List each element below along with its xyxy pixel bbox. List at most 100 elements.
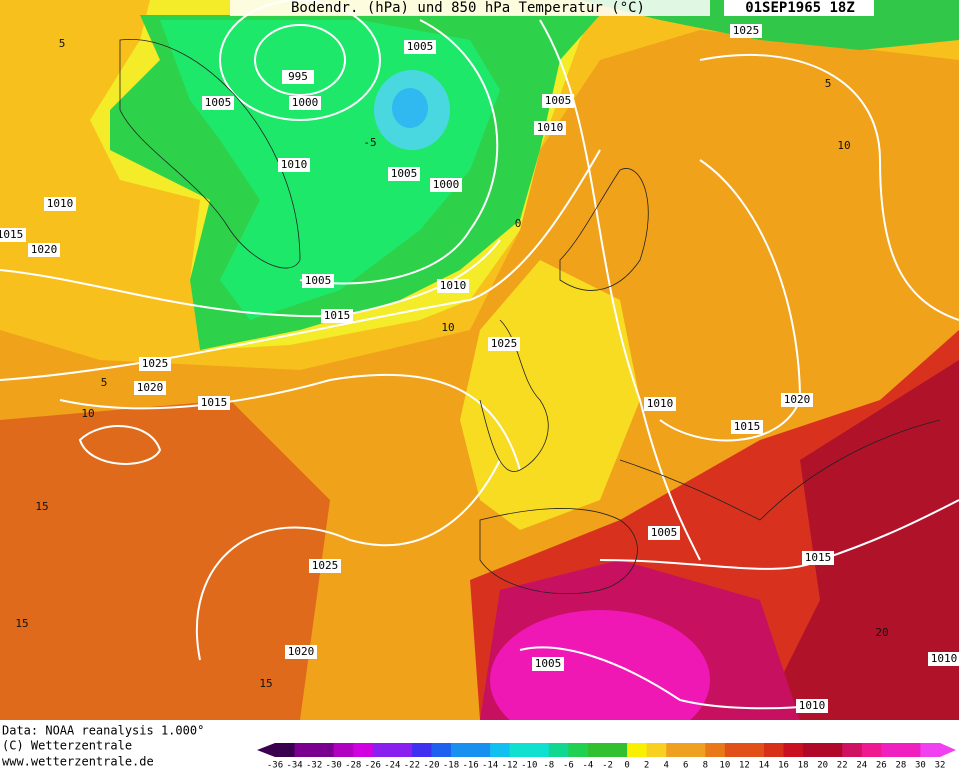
colorbar-segment <box>842 743 863 757</box>
isobar-label-box <box>730 24 762 38</box>
colorbar-label: 30 <box>915 761 926 770</box>
colorbar-label: 10 <box>719 761 730 770</box>
colorbar-segment <box>431 743 452 757</box>
isobar <box>0 149 601 381</box>
isobar-label: 1015 <box>201 396 228 409</box>
colorbar-segment <box>470 743 491 757</box>
footer-url: www.wetterzentrale.de <box>2 755 154 769</box>
colorbar-arrow-left <box>257 743 275 757</box>
date-bg <box>724 0 874 16</box>
colorbar-segment <box>822 743 843 757</box>
temperature-label: 5 <box>825 77 832 90</box>
colorbar-segment <box>724 743 745 757</box>
colorbar-label: -16 <box>462 761 478 770</box>
cold-pool-core <box>392 88 428 128</box>
isobar-label-box <box>202 96 234 110</box>
colorbar-segment <box>685 743 706 757</box>
temperature-label: 5 <box>59 37 66 50</box>
isobar-label-box <box>309 559 341 573</box>
isobar-label-box <box>285 645 317 659</box>
isobar <box>659 159 802 442</box>
isobar-label-box <box>388 167 420 181</box>
footer-copyright: (C) Wetterzentrale <box>2 739 132 753</box>
colorbar-label: -22 <box>404 761 420 770</box>
footer-source: Data: NOAA reanalysis 1.000° <box>2 724 204 738</box>
colorbar-segment <box>333 743 354 757</box>
colorbar-label: -30 <box>326 761 342 770</box>
isobar-label: 1010 <box>799 699 826 712</box>
colorbar-label: -34 <box>286 761 302 770</box>
colorbar-arrow-right <box>940 743 956 757</box>
isobar-label: 1020 <box>31 243 58 256</box>
isobar <box>299 19 499 285</box>
isobar-label-box <box>278 158 310 172</box>
map-field <box>0 0 959 720</box>
isobar-label-box <box>534 121 566 135</box>
colorbar-segment <box>763 743 785 757</box>
isobar <box>254 24 346 96</box>
isobar-label-box <box>781 393 813 407</box>
isobar-label-box <box>437 279 469 293</box>
colorbar-label: -18 <box>443 761 459 770</box>
isobar-label: 1025 <box>312 559 339 572</box>
colorbar-segment <box>314 743 335 757</box>
colorbar-label: 24 <box>856 761 867 770</box>
colorbar-segment <box>451 743 472 757</box>
isobar-label: 1015 <box>0 228 23 241</box>
title-bg <box>230 0 710 16</box>
isobar-label-box <box>282 70 314 84</box>
colorbar-label: 20 <box>817 761 828 770</box>
isobar-label: 1005 <box>545 94 572 107</box>
isobar-label: 1005 <box>407 40 434 53</box>
colorbar-label: 8 <box>703 761 708 770</box>
isobar-label-box <box>321 309 353 323</box>
colorbar-label: -28 <box>345 761 361 770</box>
colorbar-segment <box>803 743 824 757</box>
isobar-label: 1010 <box>537 121 564 134</box>
isobar <box>195 459 501 661</box>
isobars <box>0 0 959 710</box>
temperature-label: 0 <box>515 217 522 230</box>
isobar-label-box <box>139 357 171 371</box>
coast <box>619 419 941 521</box>
isobar-label-box <box>28 243 60 257</box>
isobar-label-box <box>928 652 959 666</box>
colorbar-segment <box>646 743 667 757</box>
colorbar-label: -26 <box>365 761 381 770</box>
isobar-label: 1010 <box>47 197 74 210</box>
isobar-label-box <box>802 551 834 565</box>
isobar-label-box <box>302 274 334 288</box>
isobar-label-box <box>542 94 574 108</box>
colorbar-label: -20 <box>423 761 439 770</box>
europe-yellow <box>460 260 640 530</box>
colorbar-segment <box>568 743 589 757</box>
isobar-label-box <box>532 657 564 671</box>
colorbar-label: 18 <box>798 761 809 770</box>
colorbar-segment <box>294 743 315 757</box>
colorbar-segment <box>881 743 902 757</box>
sahara-hot <box>490 610 710 720</box>
colorbar-segment <box>372 743 393 757</box>
isobar-label: 1005 <box>391 167 418 180</box>
temperature-label: 10 <box>837 139 850 152</box>
isobar-label: 1010 <box>931 652 958 665</box>
colorbar-label: -32 <box>306 761 322 770</box>
isobar-label: 1010 <box>647 397 674 410</box>
temperature-label: 15 <box>259 677 272 690</box>
isobar-label: 1005 <box>205 96 232 109</box>
coast <box>559 168 649 291</box>
isobar-label: 1025 <box>491 337 518 350</box>
colorbar-label: 16 <box>778 761 789 770</box>
colorbar-label: 6 <box>683 761 688 770</box>
coast <box>479 319 549 472</box>
colorbar-segment <box>529 743 550 757</box>
colorbar-segment <box>548 743 569 757</box>
isobar-label-box <box>44 197 76 211</box>
isobar-label: 1025 <box>142 357 169 370</box>
colorbar-label: 2 <box>644 761 649 770</box>
colorbar-label: -2 <box>602 761 613 770</box>
coast <box>479 508 638 595</box>
colorbar-label: 26 <box>876 761 887 770</box>
